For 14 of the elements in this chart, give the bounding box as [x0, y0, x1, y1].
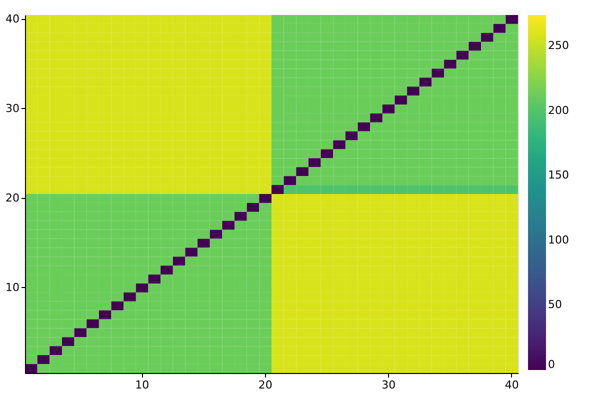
x-tick-label: 30: [382, 378, 396, 392]
x-tick-label: 40: [504, 378, 519, 392]
color-bar-label: 50: [548, 298, 562, 312]
y-tick-label: 30: [6, 102, 20, 115]
color-bar-label: 100: [548, 233, 569, 246]
y-tick-label: 20: [6, 191, 20, 204]
x-tick-label: 10: [135, 378, 150, 392]
color-bar-label: 250: [548, 39, 569, 52]
color-bar-label: 0: [548, 358, 555, 371]
color-bar-label: 200: [548, 104, 569, 117]
y-tick-label: 10: [6, 280, 20, 294]
color-bar-label: 150: [548, 168, 569, 182]
x-tick-label: 20: [258, 378, 272, 392]
y-tick-label: 40: [6, 12, 20, 26]
